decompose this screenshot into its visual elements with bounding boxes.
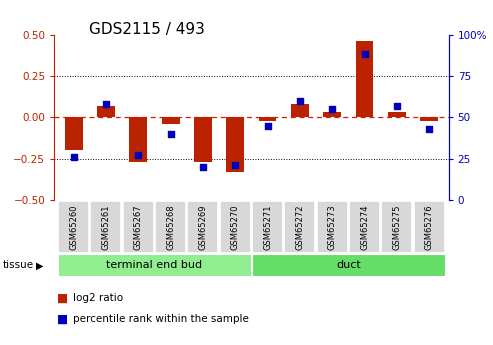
Bar (388, 112, 406, 117)
FancyBboxPatch shape (220, 201, 251, 253)
Point (296, 98, 304, 104)
FancyBboxPatch shape (90, 201, 121, 253)
Text: GSM65273: GSM65273 (328, 204, 337, 250)
Bar (291, 104, 309, 117)
Text: GSM65276: GSM65276 (425, 204, 434, 250)
Text: GSM65274: GSM65274 (360, 204, 369, 249)
Bar (259, 117, 277, 121)
FancyBboxPatch shape (58, 254, 251, 276)
Point (70, 154, 77, 160)
Point (102, 101, 110, 107)
FancyBboxPatch shape (58, 201, 89, 253)
FancyBboxPatch shape (349, 201, 380, 253)
FancyBboxPatch shape (317, 201, 348, 253)
Point (199, 164, 207, 170)
FancyBboxPatch shape (155, 201, 186, 253)
Bar (97, 106, 115, 117)
FancyBboxPatch shape (187, 201, 218, 253)
Text: GSM65275: GSM65275 (392, 204, 401, 249)
Text: ■: ■ (57, 292, 68, 305)
Text: GSM65271: GSM65271 (263, 204, 272, 249)
FancyBboxPatch shape (284, 201, 316, 253)
Point (393, 103, 401, 108)
FancyBboxPatch shape (252, 201, 283, 253)
Text: GSM65270: GSM65270 (231, 204, 240, 249)
Text: ▶: ▶ (35, 260, 43, 270)
Point (134, 152, 142, 158)
Bar (355, 41, 374, 117)
FancyBboxPatch shape (414, 201, 445, 253)
Text: GSM65269: GSM65269 (199, 204, 208, 249)
Bar (421, 117, 438, 121)
Text: percentile rank within the sample: percentile rank within the sample (73, 314, 249, 324)
Point (264, 123, 272, 128)
Bar (65, 117, 82, 150)
FancyBboxPatch shape (252, 254, 445, 276)
FancyBboxPatch shape (123, 201, 154, 253)
Text: ■: ■ (57, 313, 68, 326)
Bar (194, 117, 212, 162)
FancyBboxPatch shape (382, 201, 413, 253)
Point (328, 106, 336, 112)
Point (167, 131, 175, 137)
Text: tissue: tissue (2, 260, 34, 270)
Text: log2 ratio: log2 ratio (73, 294, 123, 303)
Text: GSM65267: GSM65267 (134, 204, 143, 250)
Bar (162, 117, 179, 124)
Text: terminal end bud: terminal end bud (106, 260, 203, 270)
Bar (226, 117, 244, 172)
Text: GSM65261: GSM65261 (102, 204, 110, 249)
Bar (323, 112, 341, 117)
Text: GDS2115 / 493: GDS2115 / 493 (89, 22, 205, 37)
Text: duct: duct (336, 260, 361, 270)
Text: GSM65268: GSM65268 (166, 204, 175, 250)
Text: GSM65260: GSM65260 (69, 204, 78, 249)
Text: GSM65272: GSM65272 (295, 204, 304, 249)
Point (425, 126, 433, 132)
Bar (129, 117, 147, 162)
Point (361, 52, 369, 57)
Point (231, 162, 239, 168)
